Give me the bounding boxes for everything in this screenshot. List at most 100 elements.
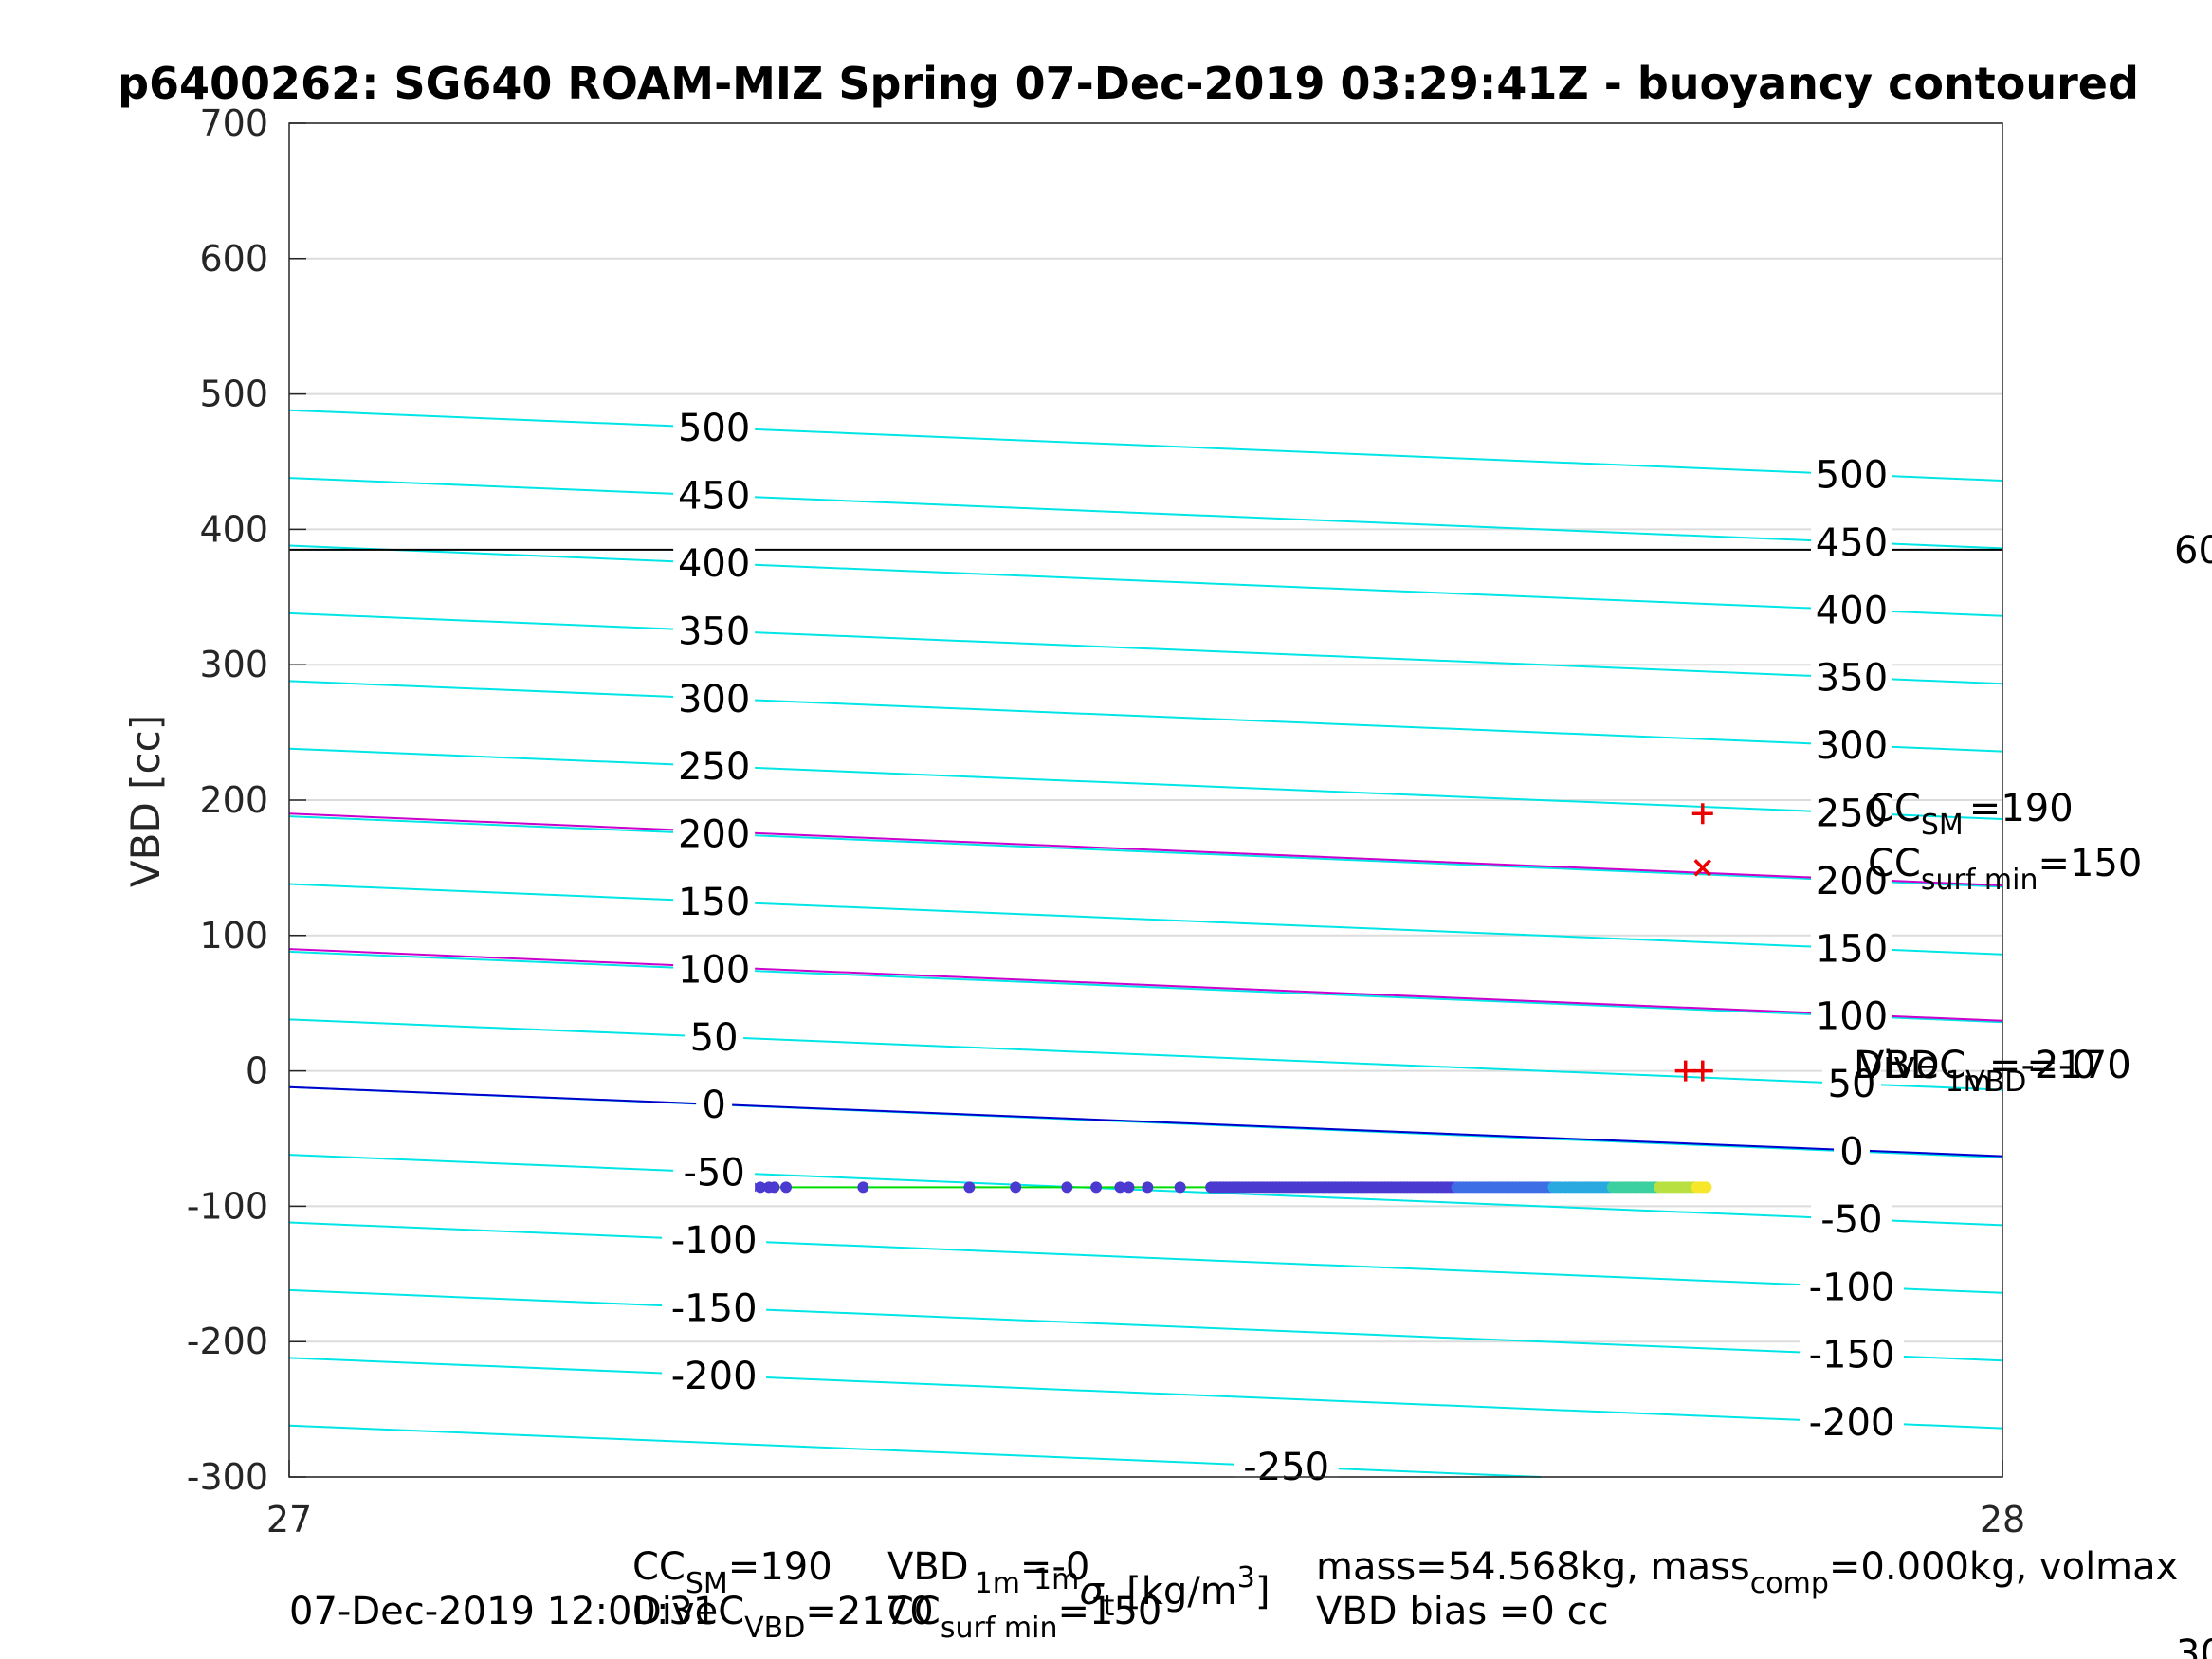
observation-point — [1142, 1181, 1154, 1194]
cc-sm-annotation: CCSM =190 — [1868, 787, 2074, 842]
contour-label: -200 — [1809, 1401, 1895, 1445]
contour-label: 350 — [1816, 657, 1888, 701]
contour-label-bg — [662, 1358, 767, 1398]
contour-label: 0 — [702, 1084, 725, 1127]
contour-label-bg — [1810, 1201, 1892, 1242]
contour-label-bg — [1810, 931, 1892, 972]
contour-label-bg — [1799, 1337, 1904, 1377]
y-tick-label: 500 — [199, 374, 268, 415]
contour-line — [288, 477, 2003, 550]
contour-label: 400 — [678, 542, 750, 586]
contour-labels: 500450400350300250200150100500-50-100-15… — [662, 407, 1904, 1489]
x-label-unit-sup: 3 — [1237, 1561, 1255, 1595]
contour-label-bg — [696, 1087, 733, 1128]
contour-label-bg — [1810, 457, 1892, 498]
footer-dive-c: DiveCVBD=2170 — [632, 1590, 934, 1645]
footer-cc-sm: CCSM=190 — [632, 1545, 832, 1600]
contour-label: 50 — [1828, 1063, 1876, 1106]
observation-point — [857, 1181, 869, 1194]
y-tick-label: 700 — [199, 102, 268, 144]
vbd-marker-2 — [1691, 1060, 1713, 1082]
contour-line — [288, 1018, 2003, 1091]
footer-vbd-bias: VBD bias =0 cc — [1316, 1590, 1609, 1633]
contour-label: 100 — [1816, 995, 1888, 1039]
y-tick-label: 600 — [199, 238, 268, 280]
contour-line — [288, 815, 2003, 888]
contour-label-bg — [1810, 592, 1892, 633]
contour-label-bg — [662, 1290, 767, 1331]
y-tick-label: -200 — [187, 1321, 268, 1362]
cc-sm-marker — [1691, 803, 1713, 825]
contour-label: 100 — [678, 948, 750, 992]
contour-line — [288, 1288, 2003, 1362]
contour-line — [288, 544, 2003, 617]
observation-point — [1114, 1181, 1126, 1194]
contour-label-bg — [1234, 1449, 1339, 1489]
contour-label-bg — [673, 952, 756, 993]
contour-label-bg — [1810, 728, 1892, 769]
contour-label-bg — [673, 1155, 756, 1195]
vbd-1m-annotation: VBD 1m=-2170 — [1858, 1044, 2131, 1099]
contour-line — [288, 950, 2003, 1024]
contour-label-bg — [1799, 1405, 1904, 1446]
y-tick-label: 100 — [199, 915, 268, 957]
contour-label: 450 — [1816, 521, 1888, 565]
contour-label: -150 — [671, 1286, 758, 1330]
x-tick-label: 27 — [266, 1499, 312, 1540]
x-label-sigma: σ — [1079, 1570, 1105, 1613]
footer-corner-fragment: 30 — [2176, 1632, 2212, 1659]
contour-line — [288, 680, 2003, 753]
y-tick-label: -300 — [187, 1456, 268, 1498]
contour-label-bg — [673, 613, 756, 654]
contour-label-bg — [1833, 1134, 1870, 1175]
observation-point — [1061, 1181, 1073, 1194]
contour-label: 450 — [678, 475, 750, 519]
contour-label-bg — [673, 681, 756, 721]
footer-timestamp: 07-Dec-2019 12:00:31 — [289, 1590, 717, 1633]
observation-data — [734, 803, 1713, 1194]
y-tick-label: 0 — [246, 1050, 268, 1092]
y-axis-label: VBD [cc] — [122, 715, 169, 887]
y-tick-label: 300 — [199, 644, 268, 685]
x-label-presup: 1m — [1033, 1563, 1079, 1596]
contour-label: -250 — [1243, 1446, 1329, 1489]
x-label-unit: [kg/m — [1114, 1570, 1236, 1613]
marker-stroke — [1693, 859, 1712, 877]
contour-line — [288, 1221, 2003, 1294]
observation-point — [1174, 1181, 1186, 1194]
observation-point — [754, 1181, 766, 1194]
footer-cc-surf-min: CCsurf min=150 — [887, 1590, 1161, 1645]
contour-label: -50 — [1820, 1198, 1882, 1242]
contour-label: 250 — [678, 745, 750, 789]
black-line-right-label: 60 — [2174, 529, 2212, 573]
contour-label: 50 — [690, 1016, 739, 1060]
observation-point — [1123, 1181, 1135, 1194]
contour-label-bg — [685, 1019, 744, 1060]
vbd-zero-line — [288, 1085, 2003, 1158]
observation-point — [780, 1181, 793, 1194]
contour-label-bg — [662, 1222, 767, 1263]
contour-label: -200 — [671, 1355, 758, 1398]
contour-label: 200 — [678, 813, 750, 857]
y-tick-label: 200 — [199, 779, 268, 821]
cc-surf-min-marker — [1693, 859, 1712, 877]
x-label-unit-end: ] — [1255, 1570, 1271, 1613]
contour-label-bg — [673, 478, 756, 519]
contour-label: 150 — [1816, 927, 1888, 971]
observation-point — [1090, 1181, 1103, 1194]
contour-label: 500 — [678, 407, 750, 450]
contour-label-bg — [673, 749, 756, 790]
contour-label-bg — [673, 545, 756, 586]
contour-label-bg — [1810, 524, 1892, 565]
y-tick-label: 400 — [199, 508, 268, 550]
observation-point — [963, 1181, 976, 1194]
dive-c-vbd-annotation: DiveCVBD=-0 — [1854, 1044, 2096, 1099]
contour-label-bg — [1799, 1269, 1904, 1310]
contour-label: 300 — [678, 678, 750, 721]
contour-label: 300 — [1816, 724, 1888, 768]
x-axis-label: 1mσt [kg/m3] — [1033, 1561, 1270, 1623]
cc-surf-min-annotation: CCsurf min=150 — [1868, 842, 2142, 897]
contour-line — [288, 747, 2003, 820]
